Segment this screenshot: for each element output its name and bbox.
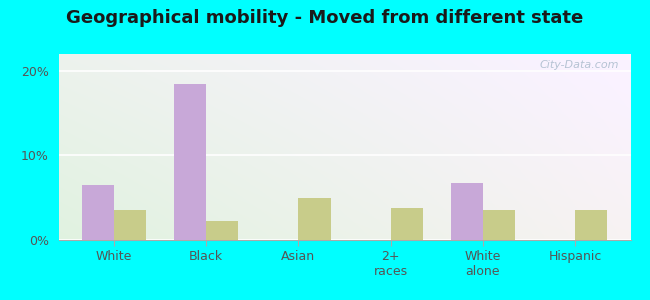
Bar <box>483 210 515 240</box>
Bar <box>174 84 206 240</box>
Text: Geographical mobility - Moved from different state: Geographical mobility - Moved from diffe… <box>66 9 584 27</box>
Bar <box>206 221 239 240</box>
Bar <box>298 198 331 240</box>
Text: City-Data.com: City-Data.com <box>540 60 619 70</box>
Bar <box>575 210 608 240</box>
Bar <box>391 208 423 240</box>
Bar <box>81 185 114 240</box>
Bar <box>450 182 483 240</box>
Bar <box>114 210 146 240</box>
